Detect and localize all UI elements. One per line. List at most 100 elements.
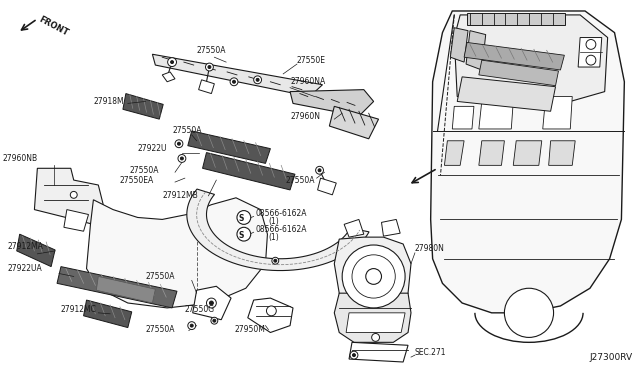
Polygon shape: [97, 276, 156, 303]
Circle shape: [586, 55, 596, 65]
Polygon shape: [543, 96, 572, 129]
Text: FRONT: FRONT: [37, 15, 70, 38]
Polygon shape: [86, 198, 268, 308]
Circle shape: [180, 157, 184, 160]
Polygon shape: [290, 90, 374, 116]
Circle shape: [205, 63, 213, 71]
Text: SEC.271: SEC.271: [415, 348, 447, 357]
Polygon shape: [84, 300, 132, 328]
Circle shape: [372, 333, 380, 341]
Polygon shape: [467, 13, 565, 25]
Circle shape: [211, 317, 218, 324]
Polygon shape: [346, 313, 405, 333]
Circle shape: [274, 259, 276, 262]
Polygon shape: [334, 237, 411, 318]
Circle shape: [168, 58, 177, 67]
Polygon shape: [188, 131, 270, 163]
Text: 08566-6162A: 08566-6162A: [255, 225, 307, 234]
Circle shape: [171, 61, 173, 64]
Text: (1): (1): [268, 217, 279, 226]
Text: S: S: [238, 231, 244, 240]
Polygon shape: [344, 219, 364, 237]
Text: 27550EA: 27550EA: [120, 176, 154, 185]
Circle shape: [232, 80, 236, 83]
Polygon shape: [193, 286, 231, 320]
Polygon shape: [162, 72, 175, 82]
Circle shape: [237, 211, 251, 224]
Circle shape: [504, 288, 554, 337]
Circle shape: [213, 319, 216, 322]
Circle shape: [175, 140, 183, 148]
Circle shape: [190, 324, 193, 327]
Circle shape: [318, 169, 321, 172]
Circle shape: [350, 351, 358, 359]
Text: 27550A: 27550A: [145, 325, 175, 334]
Circle shape: [177, 142, 180, 145]
Polygon shape: [578, 38, 602, 67]
Polygon shape: [454, 15, 607, 102]
Polygon shape: [479, 60, 559, 86]
Polygon shape: [431, 11, 625, 313]
Circle shape: [207, 298, 216, 308]
Polygon shape: [64, 209, 88, 231]
Text: 27550A: 27550A: [196, 46, 226, 55]
Text: 08566-6162A: 08566-6162A: [255, 209, 307, 218]
Text: 27918M: 27918M: [93, 97, 124, 106]
Circle shape: [352, 255, 396, 298]
Polygon shape: [248, 298, 293, 333]
Circle shape: [188, 322, 196, 330]
Text: 27550A: 27550A: [172, 126, 202, 135]
Text: 27912MB: 27912MB: [162, 191, 198, 201]
Polygon shape: [334, 293, 411, 342]
Circle shape: [342, 245, 405, 308]
Polygon shape: [17, 234, 55, 267]
Circle shape: [272, 257, 279, 264]
Polygon shape: [381, 219, 400, 236]
Polygon shape: [479, 141, 504, 165]
Text: 27960NB: 27960NB: [3, 154, 38, 163]
Circle shape: [253, 76, 262, 84]
Polygon shape: [202, 153, 295, 190]
Circle shape: [237, 227, 251, 241]
Circle shape: [353, 354, 355, 357]
Polygon shape: [152, 54, 323, 96]
Polygon shape: [444, 141, 464, 165]
Text: 27550A: 27550A: [130, 166, 159, 175]
Text: 27550E: 27550E: [297, 56, 326, 65]
Text: 27550A: 27550A: [145, 272, 175, 281]
Polygon shape: [187, 189, 369, 270]
Circle shape: [178, 154, 186, 163]
Text: 27912MC: 27912MC: [61, 305, 97, 314]
Circle shape: [316, 166, 323, 174]
Text: 27950M: 27950M: [234, 325, 265, 334]
Circle shape: [230, 78, 238, 86]
Text: J27300RV: J27300RV: [590, 353, 633, 362]
Polygon shape: [466, 31, 486, 70]
Circle shape: [366, 269, 381, 284]
Polygon shape: [123, 94, 163, 119]
Polygon shape: [457, 77, 556, 111]
Polygon shape: [57, 267, 177, 308]
Text: 27912MA: 27912MA: [8, 243, 44, 251]
Circle shape: [208, 65, 211, 68]
Text: 27980N: 27980N: [415, 244, 445, 253]
Polygon shape: [349, 342, 408, 362]
Polygon shape: [548, 141, 575, 165]
Polygon shape: [451, 28, 468, 62]
Text: S: S: [238, 214, 244, 223]
Text: 27922U: 27922U: [138, 144, 167, 153]
Circle shape: [70, 192, 77, 198]
Circle shape: [209, 301, 213, 305]
Polygon shape: [464, 42, 564, 70]
Text: 27550G: 27550G: [185, 305, 215, 314]
Text: 27960NA: 27960NA: [290, 77, 325, 86]
Circle shape: [586, 39, 596, 49]
Text: 27922UA: 27922UA: [8, 264, 43, 273]
Text: 27550A: 27550A: [285, 176, 315, 185]
Polygon shape: [35, 168, 103, 224]
Text: (1): (1): [268, 232, 279, 242]
Polygon shape: [452, 106, 474, 129]
Text: 27960N: 27960N: [290, 112, 320, 121]
Polygon shape: [317, 178, 336, 195]
Polygon shape: [330, 106, 378, 139]
